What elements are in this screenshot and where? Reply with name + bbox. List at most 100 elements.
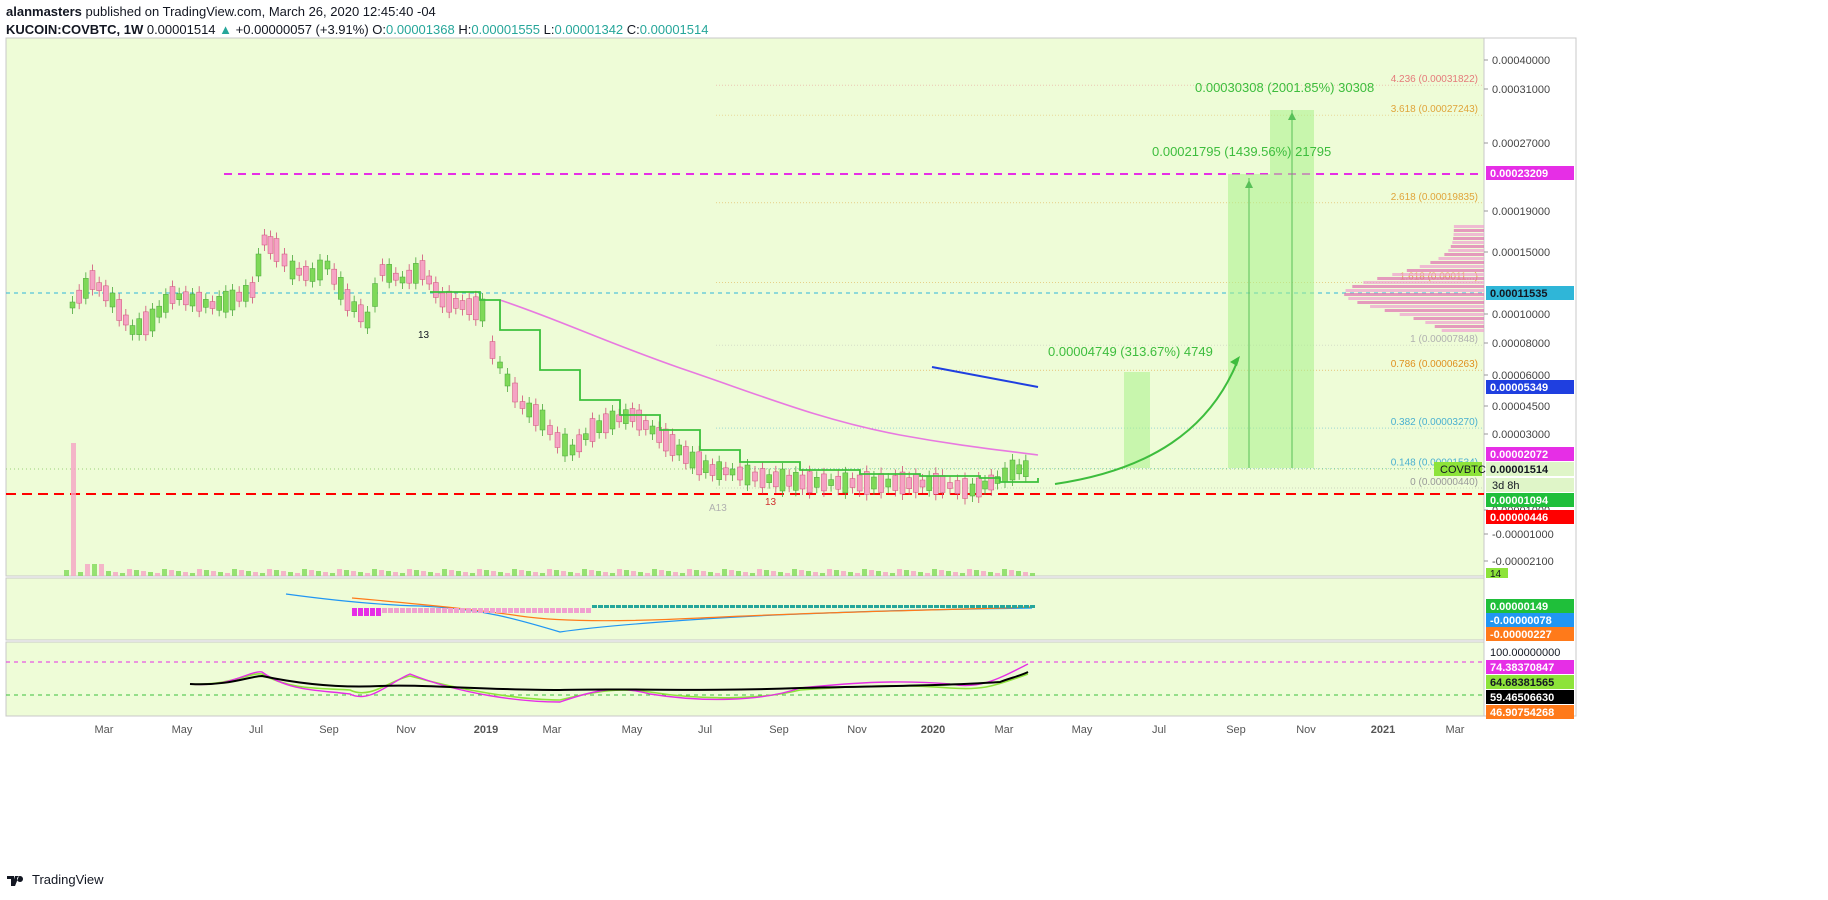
target-box bbox=[1228, 174, 1314, 468]
macd-histogram-bar bbox=[700, 605, 705, 608]
stoch-d-line bbox=[189, 663, 1029, 703]
candle-body bbox=[926, 476, 932, 491]
macd-histogram-bar bbox=[652, 605, 657, 608]
volume-bar bbox=[393, 572, 398, 576]
x-tick-label: 2019 bbox=[474, 724, 498, 736]
candle-body bbox=[864, 471, 870, 495]
price-label: 0.00001514 bbox=[1490, 464, 1549, 476]
macd-histogram-bar bbox=[916, 605, 921, 608]
footer-brand-text[interactable]: TradingView bbox=[32, 872, 104, 887]
macd-histogram-bar bbox=[520, 608, 525, 613]
volume-bar bbox=[939, 570, 944, 576]
volume-bar bbox=[400, 573, 405, 576]
candle-body bbox=[609, 410, 616, 430]
volume-bar bbox=[71, 443, 76, 576]
candle-body bbox=[372, 283, 378, 307]
volume-bar bbox=[295, 573, 300, 576]
x-tick-label: 2021 bbox=[1371, 724, 1395, 736]
volume-bar bbox=[456, 571, 461, 576]
candle-body bbox=[243, 285, 249, 302]
price-label: 0.00002072 bbox=[1490, 449, 1548, 461]
macd-histogram-bar bbox=[658, 605, 663, 608]
volume-bar bbox=[372, 569, 377, 576]
volume-bar bbox=[988, 572, 993, 576]
volume-bar bbox=[561, 571, 566, 576]
y-tick-label: 0.00006000 bbox=[1492, 370, 1550, 382]
candle-body bbox=[156, 305, 162, 318]
volume-profile-bar bbox=[1413, 317, 1484, 320]
volume-profile-bar bbox=[1444, 253, 1484, 256]
candle-body bbox=[281, 253, 288, 267]
volume-bar bbox=[869, 570, 874, 576]
candle-body bbox=[489, 341, 496, 359]
fib-label: 4.236 (0.00031822) bbox=[1391, 74, 1478, 85]
volume-bar bbox=[421, 571, 426, 576]
candle-body bbox=[338, 277, 344, 300]
stoch-label: 46.90754268 bbox=[1490, 707, 1554, 719]
macd-histogram-bar bbox=[628, 605, 633, 608]
candle-body bbox=[526, 402, 532, 418]
author-name[interactable]: alanmasters bbox=[6, 4, 82, 19]
macd-histogram-bar bbox=[886, 605, 891, 608]
candle-body bbox=[744, 464, 751, 486]
candle-body bbox=[689, 451, 696, 469]
macd-histogram-bar bbox=[358, 608, 363, 616]
volume-bar bbox=[449, 570, 454, 576]
high-value: 0.00001555 bbox=[471, 22, 541, 37]
price-label-bg bbox=[1486, 166, 1574, 180]
macd-histogram-bar bbox=[898, 605, 903, 608]
volume-bar bbox=[1023, 572, 1028, 576]
candle-body bbox=[835, 475, 841, 490]
volume-bar bbox=[960, 573, 965, 576]
volume-bar bbox=[113, 572, 118, 576]
volume-bar bbox=[512, 569, 517, 576]
x-tick-label: Jul bbox=[249, 724, 263, 736]
macd-histogram-bar bbox=[484, 608, 489, 613]
candle-body bbox=[504, 373, 511, 387]
volume-bar bbox=[253, 572, 258, 576]
macd-histogram-bar bbox=[400, 608, 405, 613]
volume-tag: 14 bbox=[1490, 569, 1502, 580]
candle-body bbox=[296, 267, 302, 276]
volume-bar bbox=[813, 572, 818, 576]
macd-histogram-bar bbox=[670, 605, 675, 608]
x-tick-label: Mar bbox=[95, 724, 114, 736]
last-price: 0.00001514 bbox=[146, 22, 216, 37]
candle-body bbox=[249, 282, 256, 298]
macd-histogram-bar bbox=[1018, 605, 1023, 608]
x-tick-label: Mar bbox=[543, 724, 562, 736]
candle-body bbox=[519, 401, 526, 409]
price-label: 0.00011535 bbox=[1490, 288, 1548, 300]
volume-profile-bar bbox=[1453, 237, 1484, 240]
candle-body bbox=[729, 468, 736, 476]
macd-histogram-bar bbox=[352, 608, 357, 616]
macd-histogram-bar bbox=[994, 605, 999, 608]
moving-average-line bbox=[499, 299, 1039, 456]
fib-label: 0.382 (0.00003270) bbox=[1391, 417, 1478, 428]
price-label-bg bbox=[1486, 462, 1574, 476]
macd-histogram-bar bbox=[856, 605, 861, 608]
volume-bar bbox=[344, 570, 349, 576]
open-label: O: bbox=[372, 22, 387, 37]
macd-histogram-bar bbox=[826, 605, 831, 608]
candle-body bbox=[583, 433, 589, 440]
volume-bar bbox=[442, 569, 447, 576]
candle-body bbox=[982, 480, 988, 490]
symbol-label[interactable]: KUCOIN:COVBTC, 1W bbox=[6, 22, 144, 37]
candle-body bbox=[358, 304, 364, 323]
price-label-bg bbox=[1486, 493, 1574, 507]
macd-histogram-bar bbox=[736, 605, 741, 608]
macd-histogram-bar bbox=[634, 605, 639, 608]
volume-bar bbox=[568, 572, 573, 576]
candle-body bbox=[636, 409, 642, 431]
volume-bar bbox=[197, 569, 202, 576]
volume-bar bbox=[848, 572, 853, 576]
projection-arrow bbox=[1054, 359, 1239, 485]
candle-body bbox=[786, 474, 792, 487]
macd-histogram-bar bbox=[748, 605, 753, 608]
macd-histogram-bar bbox=[1030, 605, 1035, 608]
volume-profile-bar bbox=[1438, 257, 1484, 260]
macd-histogram-bar bbox=[592, 605, 597, 608]
volume-bar bbox=[274, 570, 279, 576]
